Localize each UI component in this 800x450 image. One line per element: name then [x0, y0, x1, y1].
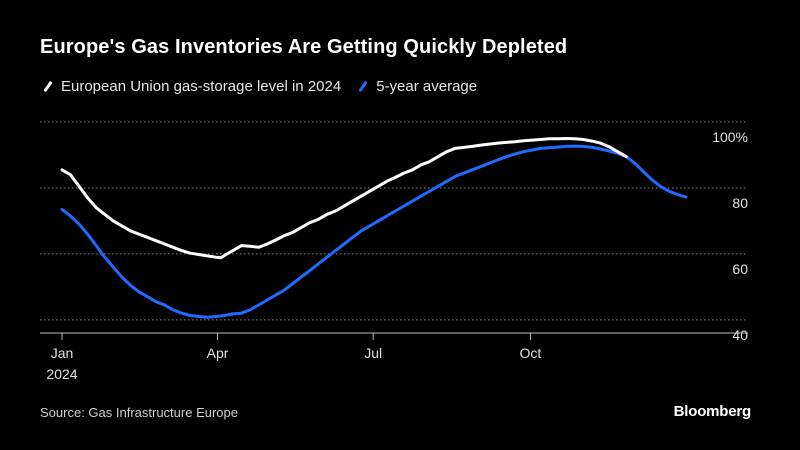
legend-label-2024: European Union gas-storage level in 2024: [61, 77, 342, 95]
y-tick-label-40: 40: [732, 327, 748, 343]
y-tick-label-60: 60: [732, 261, 748, 277]
legend-label-5yr-average: 5-year average: [376, 77, 478, 95]
x-tick-label-jan: Jan: [51, 345, 74, 361]
legend-item-2024: European Union gas-storage level in 2024: [40, 78, 341, 95]
bloomberg-logo: Bloomberg: [673, 403, 752, 420]
y-tick-label-100: 100%: [712, 129, 748, 145]
x-tick-label-apr: Apr: [207, 345, 229, 361]
source-note: Source: Gas Infrastructure Europe: [40, 405, 238, 420]
series-line-2024: [60, 137, 628, 260]
x-tick-label-jul: Jul: [364, 345, 382, 361]
legend-item-5yr-average: 5-year average: [355, 78, 477, 95]
x-tick-sublabel-jan: 2024: [46, 366, 77, 382]
chart-title: Europe's Gas Inventories Are Getting Qui…: [40, 36, 568, 58]
y-tick-label-80: 80: [732, 195, 748, 211]
legend: European Union gas-storage level in 2024…: [40, 75, 491, 97]
series-line-5yr-average: [60, 144, 688, 319]
x-tick-label-oct: Oct: [520, 345, 542, 361]
